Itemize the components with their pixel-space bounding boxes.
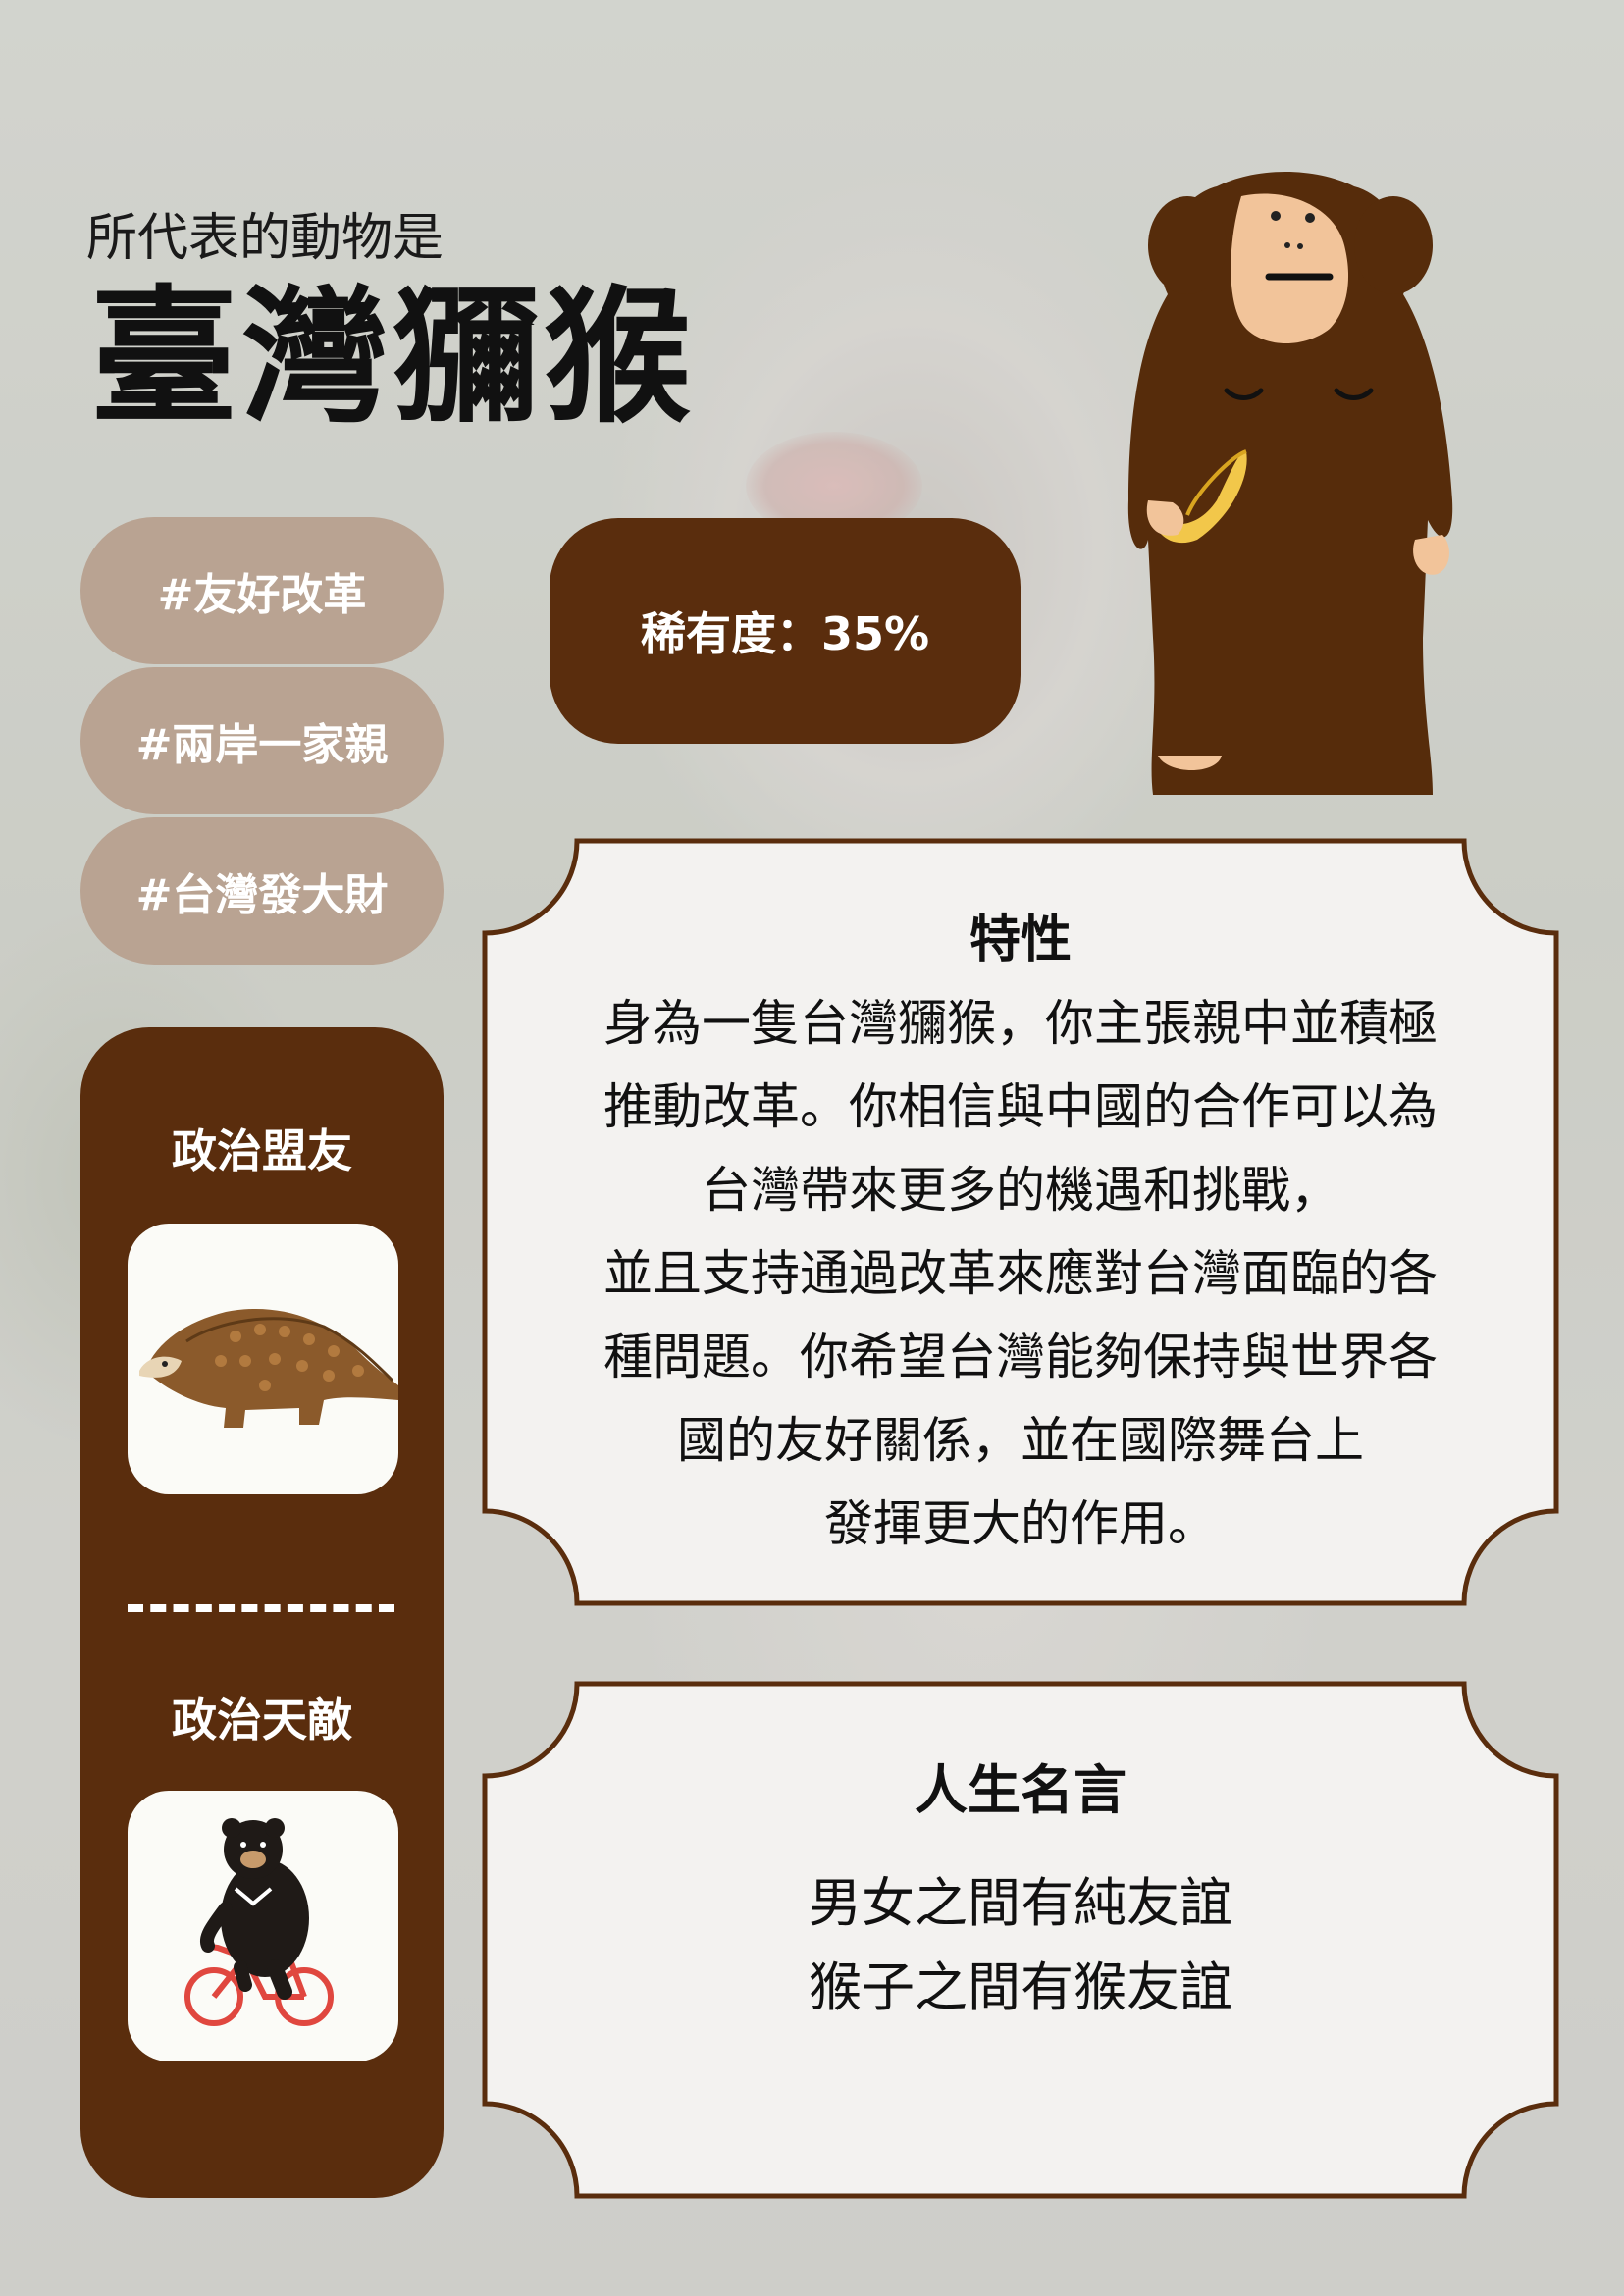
page-title: 臺灣獼猴 — [90, 273, 696, 444]
traits-line: 身為一隻台灣獼猴，你主張親中並積極 — [603, 995, 1438, 1052]
traits-line: 種問題。你希望台灣能夠保持與世界各 — [603, 1329, 1438, 1385]
tag-pill: #兩岸一家親 — [80, 667, 444, 814]
motto-line: 猴子之間有猴友誼 — [809, 1957, 1232, 2018]
motto-line: 男女之間有純友誼 — [809, 1872, 1232, 1934]
traits-heading: 特性 — [969, 911, 1072, 969]
enemy-card — [128, 1791, 398, 2061]
enemy-heading: 政治天敵 — [172, 1694, 352, 1747]
traits-body: 身為一隻台灣獼猴，你主張親中並積極 推動改革。你相信與中國的合作可以為 台灣帶來… — [481, 982, 1560, 1566]
page-subtitle: 所代表的動物是 — [86, 209, 445, 268]
monkey-holding-banana-icon — [1109, 128, 1462, 799]
motto-heading: 人生名言 — [915, 1759, 1126, 1821]
traits-line: 國的友好關係，並在國際舞台上 — [677, 1412, 1364, 1469]
traits-line: 台灣帶來更多的機遇和挑戰， — [702, 1162, 1339, 1219]
political-sidebar: 政治盟友 政治天敵 — [80, 1027, 444, 2198]
motto-body: 男女之間有純友誼 猴子之間有猴友誼 — [481, 1861, 1560, 2030]
ally-heading: 政治盟友 — [172, 1124, 352, 1177]
traits-line: 推動改革。你相信與中國的合作可以為 — [603, 1078, 1438, 1135]
ally-card — [128, 1224, 398, 1494]
motto-panel: 人生名言 男女之間有純友誼 猴子之間有猴友誼 — [481, 1680, 1560, 2200]
traits-line: 發揮更大的作用。 — [824, 1495, 1217, 1552]
traits-line: 並且支持通過改革來應對台灣面臨的各 — [603, 1245, 1438, 1302]
section-divider — [128, 1604, 394, 1612]
bear-on-bicycle-icon — [184, 1818, 334, 2026]
rarity-badge: 稀有度：35% — [550, 518, 1021, 744]
traits-panel: 特性 身為一隻台灣獼猴，你主張親中並積極 推動改革。你相信與中國的合作可以為 台… — [481, 837, 1560, 1607]
pangolin-icon — [139, 1308, 398, 1428]
tag-pill: #友好改革 — [80, 517, 444, 664]
tag-pill: #台灣發大財 — [80, 817, 444, 965]
